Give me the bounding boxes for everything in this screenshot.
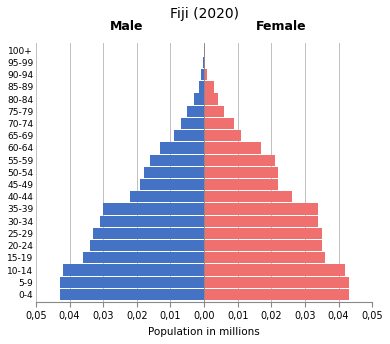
Bar (204, 203, 319, 215)
Bar (100, 216, 204, 227)
Bar (83, 252, 204, 264)
Title: Fiji (2020): Fiji (2020) (170, 7, 239, 21)
Bar (140, 179, 204, 190)
Bar (174, 130, 204, 141)
Bar (204, 265, 345, 276)
X-axis label: Population in millions: Population in millions (148, 327, 260, 337)
Bar (103, 203, 204, 215)
Bar (204, 252, 325, 264)
Bar (181, 118, 204, 129)
Bar (204, 94, 218, 105)
Bar (204, 228, 322, 239)
Bar (204, 81, 214, 93)
Bar (204, 106, 224, 117)
Bar (204, 118, 234, 129)
Bar (204, 45, 205, 56)
Bar (204, 191, 292, 202)
Bar (204, 167, 278, 178)
Bar (204, 154, 275, 166)
Bar (201, 69, 204, 80)
Bar (63, 265, 204, 276)
Bar (130, 191, 204, 202)
Bar (204, 289, 349, 300)
Bar (90, 240, 204, 251)
Bar (144, 167, 204, 178)
Text: Male: Male (110, 20, 144, 33)
Bar (204, 57, 206, 68)
Bar (60, 277, 204, 288)
Bar (204, 69, 207, 80)
Bar (204, 216, 319, 227)
Bar (194, 94, 204, 105)
Bar (160, 142, 204, 153)
Bar (204, 130, 241, 141)
Bar (204, 277, 349, 288)
Bar (199, 81, 204, 93)
Bar (150, 154, 204, 166)
Bar (60, 289, 204, 300)
Bar (204, 179, 278, 190)
Bar (204, 240, 322, 251)
Bar (203, 57, 204, 68)
Text: Female: Female (256, 20, 307, 33)
Bar (204, 142, 261, 153)
Bar (187, 106, 204, 117)
Bar (93, 228, 204, 239)
